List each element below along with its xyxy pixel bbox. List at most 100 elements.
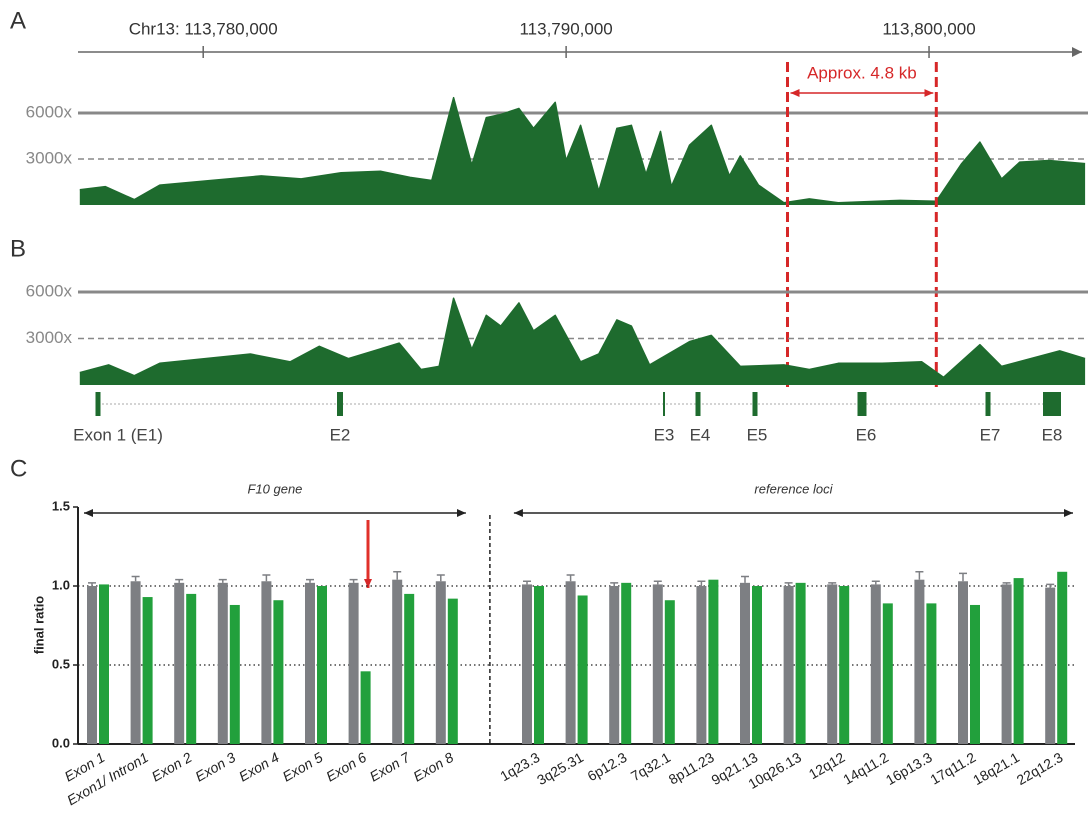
exon-label: E8 <box>1042 425 1063 444</box>
bar <box>740 582 750 744</box>
bar <box>174 582 185 744</box>
error-bar <box>959 572 967 582</box>
error-bar <box>1046 583 1055 588</box>
error-bar <box>131 575 140 582</box>
error-bar <box>393 571 402 580</box>
panel-label: A <box>10 7 26 34</box>
bar <box>186 593 197 744</box>
x-tick-label: 18q21.1 <box>970 749 1022 788</box>
bar <box>914 579 925 744</box>
x-tick-label: 14q11.2 <box>840 749 891 788</box>
bar <box>261 581 272 744</box>
exon <box>1043 392 1061 416</box>
bar <box>87 586 97 744</box>
error-bar <box>741 575 749 583</box>
x-tick-label: Exon 5 <box>280 749 326 785</box>
group-label: F10 gene <box>247 481 302 496</box>
error-bar <box>653 580 662 585</box>
bar <box>827 584 838 744</box>
bar <box>130 581 141 744</box>
bar <box>870 584 881 744</box>
bar <box>404 593 415 744</box>
bar <box>142 597 153 744</box>
x-tick-label: Exon 3 <box>192 749 238 785</box>
bar <box>783 586 794 744</box>
bar <box>752 586 762 744</box>
exon <box>663 392 665 416</box>
coverage-fill <box>79 97 1086 205</box>
bar <box>229 604 240 744</box>
coverage-line <box>79 297 1086 379</box>
error-bar <box>349 578 358 583</box>
error-bar <box>306 578 314 583</box>
bar <box>447 598 458 744</box>
x-tick-label: Exon 4 <box>236 749 282 785</box>
y-tick-label: 0.0 <box>52 735 70 750</box>
x-tick-label: 8p11.23 <box>666 749 717 788</box>
group-label: reference loci <box>754 481 833 496</box>
bar <box>795 582 806 744</box>
bar <box>99 584 109 744</box>
y-tick-label: 1.0 <box>52 577 70 592</box>
bar <box>958 581 968 744</box>
y-tick-label: 0.5 <box>52 656 70 671</box>
exon-label: E7 <box>980 425 1001 444</box>
error-bar <box>784 582 793 586</box>
panel-label: B <box>10 235 26 262</box>
x-tick-label: Exon 6 <box>323 749 369 785</box>
x-tick-label: 17q11.2 <box>927 749 978 788</box>
error-bar <box>88 582 96 586</box>
bar <box>392 579 403 744</box>
bar <box>652 584 663 744</box>
y-tick-label: 6000x <box>26 102 73 121</box>
y-axis-label: final ratio <box>31 596 46 655</box>
coverage-fill <box>79 298 1086 385</box>
exon-label: E6 <box>856 425 877 444</box>
bar <box>217 582 228 744</box>
exon <box>695 392 701 416</box>
exon-label: Exon 1 (E1) <box>73 425 163 444</box>
exon-label: E4 <box>690 425 711 444</box>
error-bar <box>610 582 619 586</box>
error-bar <box>262 574 271 582</box>
annotation: Approx. 4.8 kb <box>807 63 917 82</box>
x-tick-label: 6p12.3 <box>584 749 629 784</box>
x-tick-label: Exon 8 <box>410 749 456 785</box>
exon <box>752 392 758 416</box>
bar <box>348 582 359 744</box>
error-bar <box>218 578 227 583</box>
bar <box>621 582 632 744</box>
error-bar <box>436 574 445 582</box>
bar <box>839 586 850 744</box>
bar <box>664 600 675 744</box>
x-tick-label: Exon 7 <box>367 748 414 784</box>
x-tick-label: 16p13.3 <box>883 749 935 788</box>
bar <box>970 604 980 744</box>
exon <box>337 392 343 416</box>
exon-label: E2 <box>330 425 351 444</box>
bar <box>1001 584 1012 744</box>
y-tick-label: 1.5 <box>52 498 70 513</box>
x-tick-label: Exon 2 <box>149 749 195 785</box>
y-tick-label: 6000x <box>26 281 73 300</box>
bar <box>435 581 446 744</box>
x-tick-label: Chr13: 113,780,000 <box>129 19 278 38</box>
bar <box>696 586 707 744</box>
bar <box>1057 571 1068 744</box>
bar <box>522 584 532 744</box>
bar <box>305 582 315 744</box>
error-bar <box>915 571 924 580</box>
bar <box>273 600 284 744</box>
error-bar <box>697 580 706 586</box>
panel-label: C <box>10 455 27 482</box>
bar <box>926 603 937 744</box>
x-tick-label: 7q32.1 <box>628 749 673 784</box>
bar <box>360 671 371 744</box>
coverage-line <box>79 96 1086 204</box>
bar <box>1045 587 1056 744</box>
bar <box>708 579 719 744</box>
error-bar <box>523 580 531 585</box>
bar <box>577 595 588 744</box>
x-tick-label: 22q12.3 <box>1014 749 1066 788</box>
